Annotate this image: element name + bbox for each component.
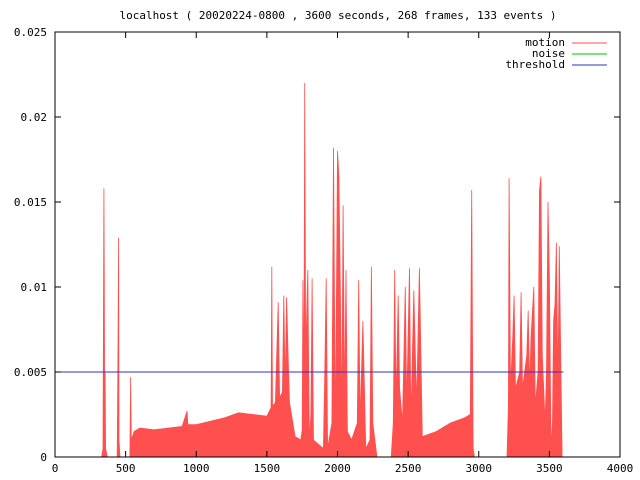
legend-label-threshold: threshold <box>505 58 565 71</box>
x-tick-label: 500 <box>116 462 136 475</box>
x-tick-label: 3500 <box>536 462 563 475</box>
x-tick-label: 3000 <box>466 462 493 475</box>
y-tick-label: 0.02 <box>21 111 48 124</box>
x-tick-label: 4000 <box>607 462 634 475</box>
x-tick-label: 2000 <box>324 462 351 475</box>
x-tick-label: 1500 <box>254 462 281 475</box>
y-tick-label: 0.025 <box>14 26 47 39</box>
x-tick-label: 2500 <box>395 462 422 475</box>
legend-label-motion: motion <box>525 36 565 49</box>
x-axis: 0 500 1000 1500 2000 2500 3000 3500 4000 <box>52 32 634 475</box>
y-tick-label: 0 <box>40 451 47 464</box>
legend: motion noise threshold <box>505 36 607 71</box>
chart-title: localhost ( 20020224-0800 , 3600 seconds… <box>119 9 556 22</box>
motion-series-area <box>55 82 563 457</box>
y-axis: 0 0.005 0.01 0.015 0.02 0.025 <box>14 26 620 464</box>
y-tick-label: 0.01 <box>21 281 48 294</box>
x-tick-label: 0 <box>52 462 59 475</box>
y-tick-label: 0.005 <box>14 366 47 379</box>
x-tick-label: 1000 <box>183 462 210 475</box>
legend-label-noise: noise <box>532 47 565 60</box>
y-tick-label: 0.015 <box>14 196 47 209</box>
